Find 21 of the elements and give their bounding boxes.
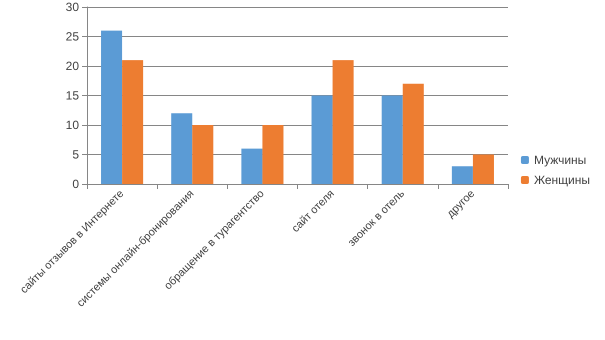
bar <box>312 96 333 184</box>
bar <box>332 60 354 184</box>
bar <box>402 84 424 184</box>
legend-label: Мужчины <box>534 153 586 167</box>
y-tick-label: 20 <box>66 59 80 73</box>
bar <box>171 113 192 184</box>
bar <box>192 125 214 184</box>
bar <box>101 30 122 184</box>
bar <box>122 60 144 184</box>
bar <box>472 154 494 184</box>
y-tick-label: 0 <box>72 177 80 191</box>
y-tick-label: 25 <box>66 30 80 44</box>
bar <box>262 125 284 184</box>
bar <box>452 166 473 184</box>
bar <box>382 96 403 184</box>
y-tick-label: 15 <box>66 88 80 102</box>
bar <box>241 148 262 184</box>
y-tick-label: 10 <box>66 118 80 132</box>
legend-label: Женщины <box>534 173 590 187</box>
y-tick-label: 5 <box>72 148 80 162</box>
y-tick-label: 30 <box>66 0 80 14</box>
